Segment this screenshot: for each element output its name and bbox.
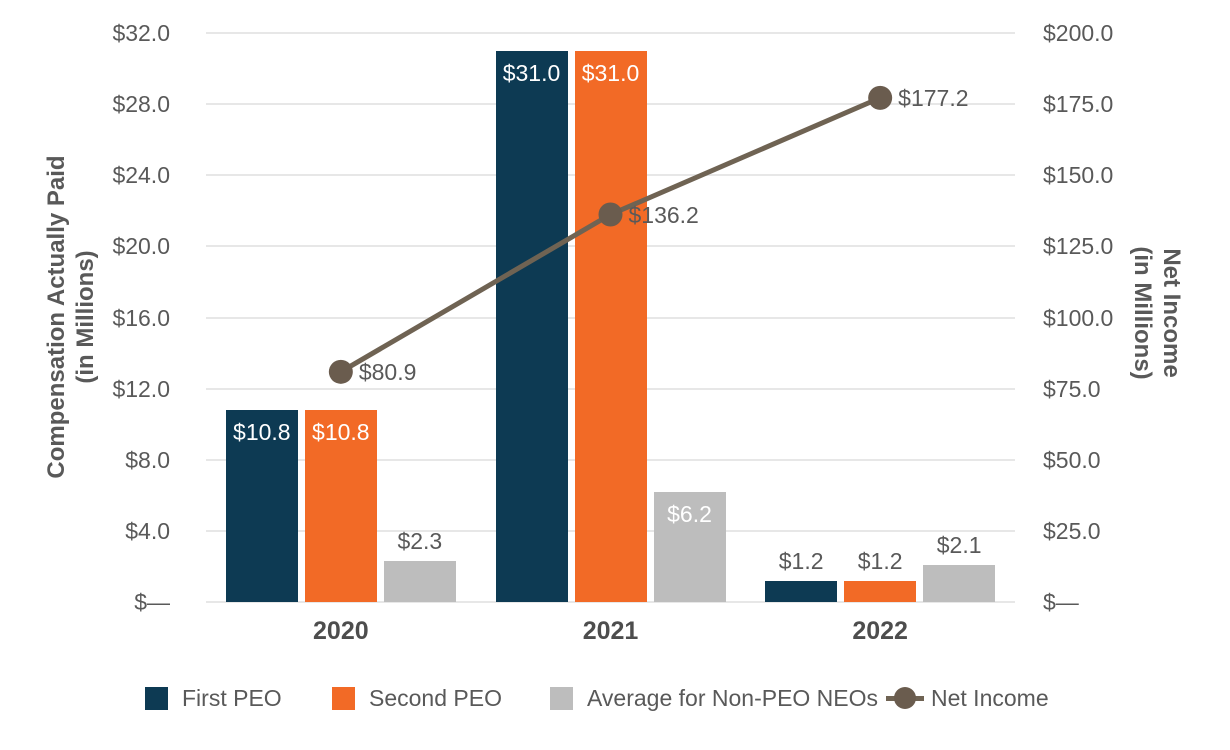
net-income-line-layer (328, 85, 893, 384)
left-axis-title-line1: Compensation Actually Paid (43, 155, 70, 479)
net-income-value-label-2020: $80.9 (358, 358, 417, 385)
category-label-2020: 2020 (313, 617, 369, 645)
net-income-value-label-2021: $136.2 (628, 201, 699, 228)
net-income-legend-dot (894, 686, 916, 709)
bar-value-label-first-peo-2021: $31.0 (502, 59, 561, 86)
bar-value-label-average-for-non-peo-neos-2020: $2.3 (397, 528, 443, 555)
left-axis-tick-label: $8.0 (125, 446, 170, 473)
gridline (206, 601, 1015, 603)
bar-value-label-first-peo-2020: $10.8 (233, 418, 291, 445)
left-axis-tick-label: $28.0 (112, 91, 170, 118)
category-label-2021: 2021 (582, 617, 639, 645)
gridline (206, 32, 1015, 34)
legend-label-second-peo: Second PEO (369, 684, 502, 711)
bar-value-label-second-peo-2021: $31.0 (581, 59, 640, 86)
right-axis-tick-label: $200.0 (1043, 20, 1114, 46)
legend-label-first-peo: First PEO (182, 684, 282, 711)
left-axis-tick-label: $4.0 (125, 517, 170, 544)
right-axis-tick-label: $150.0 (1043, 162, 1114, 189)
bar-average-for-non-peo-neos-2021 (653, 491, 726, 602)
bar-second-peo-2021 (574, 50, 647, 602)
bar-first-peo-2022 (765, 580, 838, 602)
legend-item-net-income: Net Income (886, 684, 1049, 712)
left-axis-tick-label: $20.0 (112, 233, 170, 260)
right-axis-tick-label: $50.0 (1043, 446, 1101, 473)
bar-value-label-second-peo-2022: $1.2 (857, 547, 903, 574)
bar-average-for-non-peo-neos-2022 (923, 564, 996, 602)
right-axis-tick-label: $175.0 (1043, 91, 1114, 118)
net-income-value-label-2022: $177.2 (898, 84, 969, 111)
net-income-point-2020 (328, 359, 353, 384)
non-peo-neos-swatch-icon (550, 686, 573, 710)
net-income-line-marker-icon (886, 686, 924, 710)
right-axis-tick-label: $100.0 (1043, 304, 1114, 331)
bar-value-label-first-peo-2022: $1.2 (778, 547, 824, 574)
left-axis-tick-label: $12.0 (112, 375, 170, 402)
plot-area: $10.8 $10.8 $2.3 $31.0 $31.0 $6.2 $1.2 $1.2 $2.1… (206, 32, 1015, 603)
bar-value-label-second-peo-2020: $10.8 (312, 418, 370, 445)
bar-value-label-average-for-non-peo-neos-2021: $6.2 (667, 500, 712, 527)
bar-first-peo-2020 (225, 409, 298, 602)
left-axis-tick-label: $— (134, 589, 170, 615)
right-axis-tick-label: $75.0 (1043, 375, 1101, 402)
net-income-point-2021 (598, 202, 623, 227)
bar-second-peo-2020 (304, 409, 377, 602)
net-income-point-2022 (868, 85, 893, 110)
legend-item-second-peo: Second PEO (332, 684, 502, 712)
bar-first-peo-2021 (495, 50, 568, 602)
right-axis-tick-label: $25.0 (1043, 517, 1101, 544)
right-axis-tick-label: $— (1043, 589, 1079, 615)
legend-item-non-peo-neos: Average for Non-PEO NEOs (550, 684, 878, 712)
bar-average-for-non-peo-neos-2020 (383, 561, 456, 602)
bar-value-label-average-for-non-peo-neos-2022: $2.1 (936, 531, 982, 558)
category-label-2022: 2022 (852, 617, 908, 645)
second-peo-swatch-icon (332, 686, 355, 710)
left-axis-tick-label: $32.0 (112, 20, 170, 46)
legend-label-non-peo-neos: Average for Non-PEO NEOs (587, 684, 879, 711)
right-axis-tick-label: $125.0 (1043, 233, 1114, 260)
bar-second-peo-2022 (844, 580, 917, 602)
legend: First PEO Second PEO Average for Non-PEO… (0, 684, 1230, 714)
net-income-line (339, 95, 882, 374)
left-axis-tick-label: $16.0 (112, 304, 170, 331)
legend-item-first-peo: First PEO (145, 684, 282, 712)
left-axis-tick-label: $24.0 (112, 162, 170, 189)
legend-label-net-income: Net Income (931, 684, 1049, 711)
first-peo-swatch-icon (145, 686, 168, 710)
